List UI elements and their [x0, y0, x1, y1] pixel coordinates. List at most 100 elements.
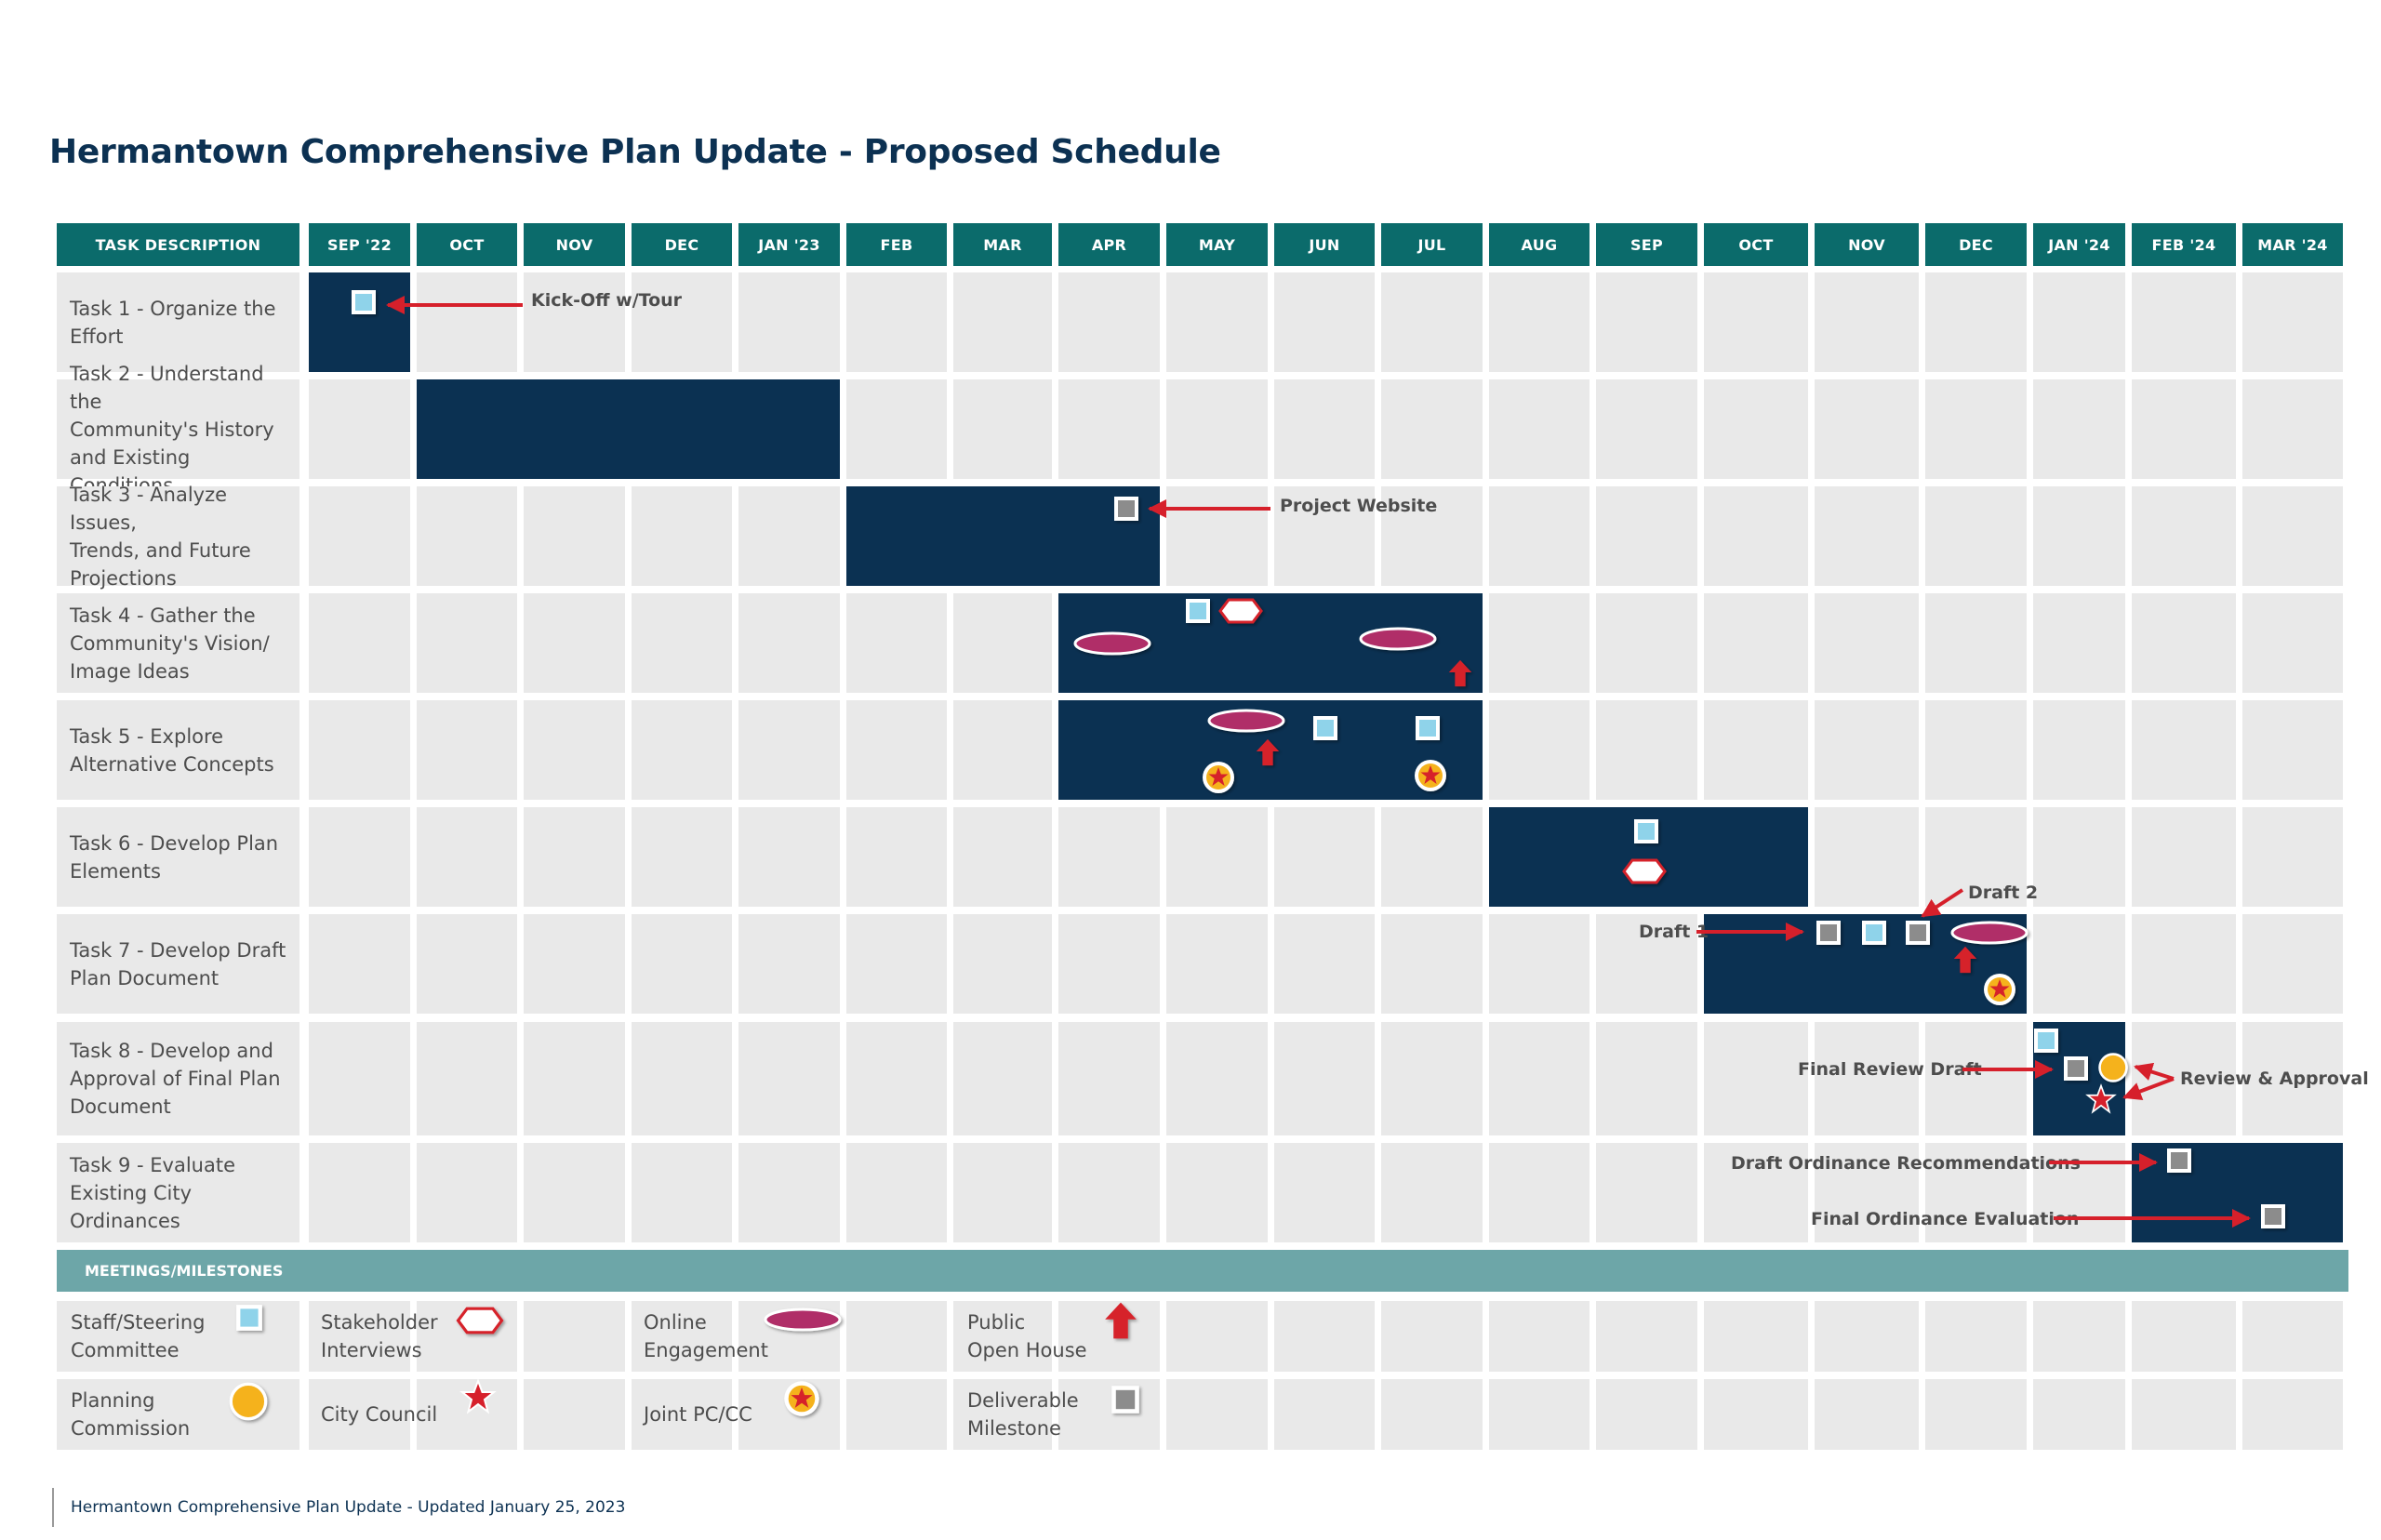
- task-bar: [417, 379, 840, 479]
- grid-cell: [417, 700, 517, 800]
- header-month: NOV: [524, 223, 625, 266]
- grid-cell: [632, 700, 732, 800]
- grid-cell: [1058, 379, 1160, 479]
- grid-cell: [1381, 1022, 1483, 1135]
- legend-staff-steering: Staff/Steering Committee: [71, 1311, 206, 1361]
- grid-cell: [1381, 914, 1483, 1014]
- footer-divider: [52, 1488, 54, 1527]
- grid-cell: [1274, 1143, 1375, 1242]
- grid-cell: [1166, 1022, 1268, 1135]
- legend-cell: [1058, 1301, 1160, 1372]
- steering-committee-icon: [1313, 716, 1337, 740]
- legend-cell: [2033, 1301, 2125, 1372]
- public-open-house-icon: [1448, 659, 1472, 687]
- grid-cell: [1596, 1022, 1697, 1135]
- grid-cell: [417, 272, 517, 372]
- grid-cell: [524, 1022, 625, 1135]
- legend-cell: [1058, 1379, 1160, 1450]
- grid-cell: [1815, 593, 1919, 693]
- legend-deliverable-icon: [1111, 1386, 1139, 1414]
- grid-cell: [1925, 486, 2027, 586]
- grid-cell: [1274, 914, 1375, 1014]
- grid-cell: [2033, 379, 2125, 479]
- grid-cell: [309, 379, 410, 479]
- footer-text: Hermantown Comprehensive Plan Update - U…: [71, 1498, 626, 1517]
- steering-committee-icon: [1862, 921, 1886, 945]
- legend-up-arrow-icon: [1105, 1302, 1137, 1339]
- grid-cell: [524, 700, 625, 800]
- grid-cell: [1058, 272, 1160, 372]
- grid-cell: [309, 914, 410, 1014]
- grid-cell: [417, 1143, 517, 1242]
- grid-cell: [1274, 807, 1375, 907]
- grid-cell: [1166, 807, 1268, 907]
- review-approval-arrow-upper: [2134, 1062, 2175, 1081]
- grid-cell: [632, 486, 732, 586]
- legend-online: Online Engagement: [644, 1311, 768, 1361]
- grid-cell: [1815, 272, 1919, 372]
- legend-cell: [309, 1301, 410, 1372]
- city-council-icon: [2086, 1084, 2116, 1113]
- legend-cell: [2033, 1379, 2125, 1450]
- annotation-kickoff: Kick-Off w/Tour: [531, 290, 683, 311]
- grid-cell: [632, 1022, 732, 1135]
- annotation-draft-ordinance: Draft Ordinance Recommendations: [1731, 1153, 2081, 1174]
- header-month: JAN '23: [738, 223, 840, 266]
- grid-cell: [2132, 272, 2236, 372]
- legend-cell: [524, 1301, 625, 1372]
- grid-cell: [846, 272, 947, 372]
- grid-cell: [1815, 807, 1919, 907]
- header-task-description: TASK DESCRIPTION: [57, 223, 299, 266]
- grid-cell: [1815, 1143, 1919, 1242]
- grid-cell: [2242, 593, 2343, 693]
- header-month: APR: [1058, 223, 1160, 266]
- grid-cell: [953, 1022, 1052, 1135]
- annotation-final-review-draft: Final Review Draft: [1798, 1059, 1982, 1080]
- header-month: FEB: [846, 223, 947, 266]
- header-month: JAN '24: [2033, 223, 2125, 266]
- grid-cell: [953, 272, 1052, 372]
- grid-cell: [2132, 914, 2236, 1014]
- grid-cell: [524, 486, 625, 586]
- legend-stakeholder: Stakeholder Interviews: [321, 1311, 438, 1361]
- grid-cell: [2132, 486, 2236, 586]
- deliverable-milestone-icon: [2167, 1148, 2191, 1173]
- grid-cell: [524, 914, 625, 1014]
- grid-cell: [1925, 1143, 2027, 1242]
- milestones-header: MEETINGS/MILESTONES: [57, 1250, 2348, 1292]
- legend-planning-circle-icon: [229, 1382, 268, 1421]
- joint-pc-cc-icon: [1415, 760, 1446, 791]
- grid-cell: [524, 272, 625, 372]
- legend-cell: [1925, 1301, 2027, 1372]
- grid-cell: [953, 914, 1052, 1014]
- grid-cell: [417, 914, 517, 1014]
- task-bar: [846, 486, 1160, 586]
- grid-cell: [738, 1022, 840, 1135]
- legend-cell: [2132, 1301, 2236, 1372]
- legend-star-icon: [461, 1380, 495, 1413]
- grid-cell: [953, 1143, 1052, 1242]
- grid-cell: [1274, 486, 1375, 586]
- online-engagement-icon: [1207, 709, 1285, 733]
- legend-cell: [1274, 1379, 1375, 1450]
- grid-cell: [2242, 486, 2343, 586]
- grid-cell: [1815, 379, 1919, 479]
- grid-cell: [1381, 807, 1483, 907]
- annotation-final-ordinance: Final Ordinance Evaluation: [1811, 1209, 2080, 1229]
- stakeholder-interview-icon: [1622, 858, 1667, 884]
- grid-cell: [1815, 486, 1919, 586]
- grid-cell: [1166, 486, 1268, 586]
- deliverable-milestone-icon: [1816, 921, 1841, 945]
- header-month: SEP '22: [309, 223, 410, 266]
- task-label: Task 4 - Gather the Community's Vision/ …: [57, 593, 299, 693]
- annotation-draft2: Draft 2: [1968, 883, 2039, 903]
- grid-cell: [2033, 486, 2125, 586]
- header-month: JUL: [1381, 223, 1483, 266]
- grid-cell: [417, 807, 517, 907]
- grid-cell: [738, 807, 840, 907]
- grid-cell: [524, 593, 625, 693]
- grid-cell: [1489, 272, 1590, 372]
- grid-cell: [1815, 700, 1919, 800]
- grid-cell: [1596, 379, 1697, 479]
